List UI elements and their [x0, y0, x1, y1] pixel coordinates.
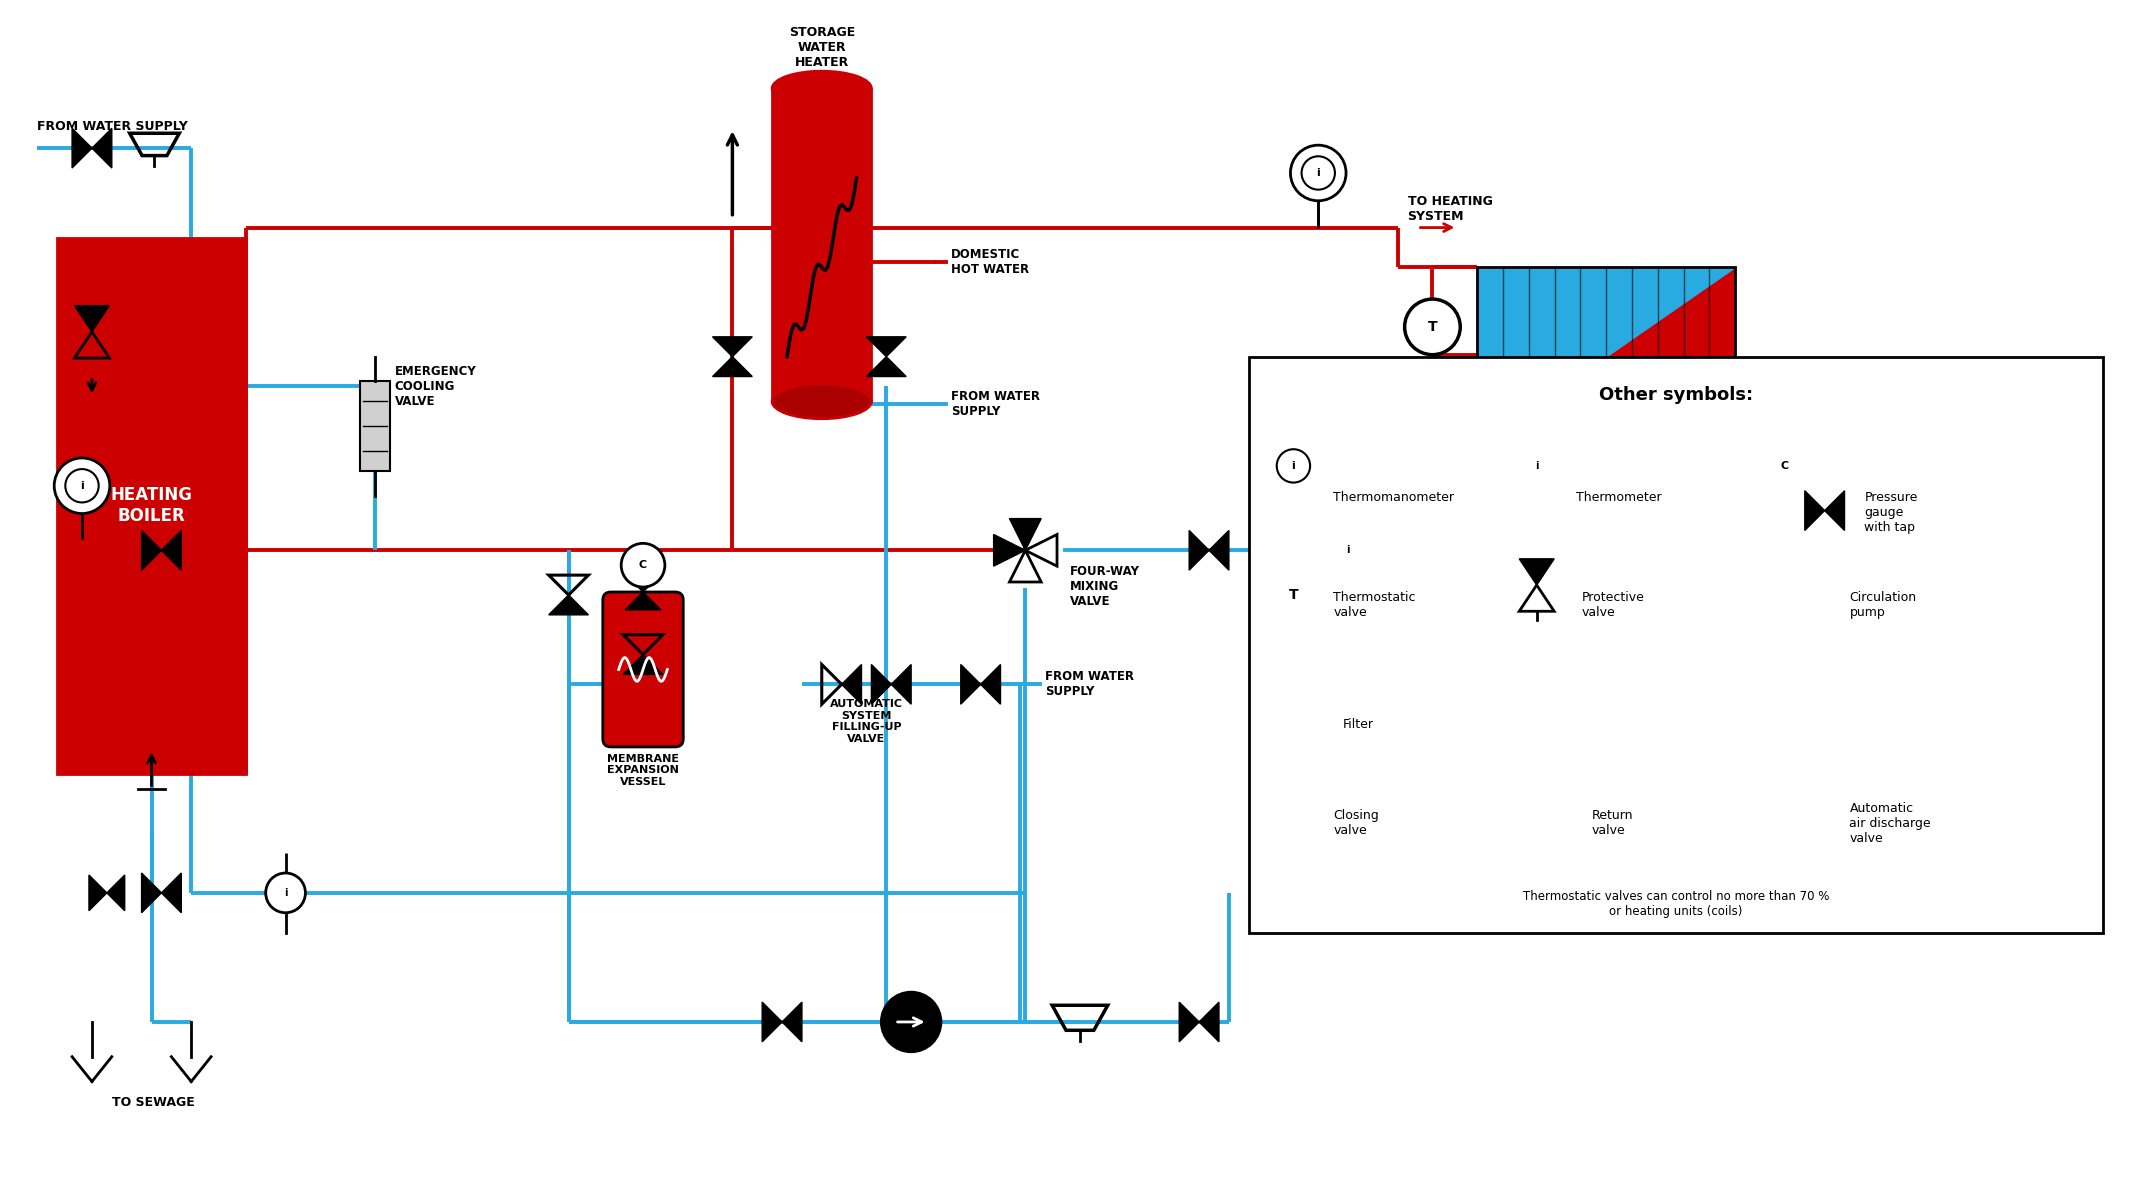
Polygon shape [1180, 1003, 1200, 1042]
Circle shape [1514, 444, 1559, 488]
Polygon shape [92, 128, 111, 168]
Polygon shape [141, 531, 161, 570]
Polygon shape [782, 1003, 801, 1042]
Circle shape [1289, 146, 1345, 200]
Circle shape [1776, 565, 1834, 624]
Text: i: i [1317, 168, 1319, 178]
Text: Other symbols:: Other symbols: [1598, 386, 1752, 404]
Polygon shape [107, 875, 124, 911]
Polygon shape [763, 1003, 782, 1042]
Text: T: T [1289, 588, 1298, 602]
Circle shape [880, 992, 940, 1052]
Polygon shape [713, 357, 752, 377]
Polygon shape [994, 534, 1026, 566]
Text: i: i [283, 888, 287, 898]
Text: i: i [1292, 461, 1296, 470]
Text: Return
valve: Return valve [1592, 809, 1632, 838]
Polygon shape [872, 665, 891, 704]
Text: FROM WATER SUPPLY: FROM WATER SUPPLY [36, 120, 188, 133]
Polygon shape [1277, 792, 1298, 835]
Circle shape [1266, 568, 1322, 623]
Polygon shape [1825, 491, 1844, 531]
Text: i: i [1536, 461, 1538, 470]
Text: Pressure
gauge
with tap: Pressure gauge with tap [1864, 491, 1917, 533]
Polygon shape [1478, 268, 1735, 446]
Text: C: C [638, 561, 647, 570]
Text: STORAGE
WATER
HEATER: STORAGE WATER HEATER [788, 26, 855, 69]
Polygon shape [1208, 531, 1230, 570]
Text: FROM WATER
SUPPLY: FROM WATER SUPPLY [951, 390, 1039, 418]
Text: Protective
valve: Protective valve [1581, 591, 1645, 619]
Text: Closing
valve: Closing valve [1332, 809, 1379, 838]
Polygon shape [161, 531, 182, 570]
Polygon shape [90, 875, 107, 911]
Polygon shape [625, 574, 662, 592]
Bar [1478, 268, 1735, 446]
Text: FROM
HEATING
SYSTEM: FROM HEATING SYSTEM [1407, 556, 1469, 598]
Text: Circulation
pump: Circulation pump [1849, 591, 1917, 619]
Text: Filter: Filter [1343, 718, 1373, 731]
Circle shape [1405, 299, 1461, 354]
Polygon shape [891, 665, 910, 704]
Polygon shape [1189, 531, 1208, 570]
Circle shape [1277, 449, 1311, 482]
Text: Thermomanometer: Thermomanometer [1332, 491, 1454, 504]
Circle shape [54, 457, 109, 513]
Text: C: C [1780, 461, 1789, 470]
Circle shape [266, 873, 306, 912]
Polygon shape [868, 357, 906, 377]
Bar [771, 89, 872, 402]
Polygon shape [73, 128, 92, 168]
Polygon shape [868, 337, 906, 357]
Text: Automatic
air discharge
valve: Automatic air discharge valve [1849, 802, 1932, 845]
Polygon shape [981, 665, 1000, 704]
Polygon shape [548, 595, 589, 615]
Ellipse shape [771, 384, 872, 418]
Polygon shape [1298, 792, 1319, 835]
Polygon shape [1009, 519, 1041, 550]
Text: DOMESTIC
HOT WATER: DOMESTIC HOT WATER [951, 249, 1028, 276]
Text: i: i [1347, 545, 1349, 556]
Text: MEMBRANE
EXPANSION
VESSEL: MEMBRANE EXPANSION VESSEL [606, 754, 679, 787]
Text: Thermometer: Thermometer [1577, 491, 1662, 504]
Circle shape [621, 544, 664, 587]
Text: FROM WATER
SUPPLY: FROM WATER SUPPLY [1045, 671, 1133, 698]
Polygon shape [1478, 268, 1735, 446]
Text: TO HEATING
SYSTEM: TO HEATING SYSTEM [1407, 194, 1493, 223]
Text: AUTOMATIC
SYSTEM
FILLING-UP
VALVE: AUTOMATIC SYSTEM FILLING-UP VALVE [829, 699, 904, 744]
Polygon shape [1519, 559, 1555, 585]
Polygon shape [161, 873, 182, 912]
Circle shape [1763, 444, 1808, 488]
Text: T: T [1427, 320, 1437, 334]
Text: EMERGENCY
COOLING
VALVE: EMERGENCY COOLING VALVE [394, 365, 476, 408]
Bar [1249, 357, 2103, 933]
Polygon shape [1200, 1003, 1219, 1042]
Circle shape [1328, 531, 1369, 570]
Text: TO SEWAGE: TO SEWAGE [111, 1096, 195, 1109]
Ellipse shape [771, 71, 872, 105]
Text: FOUR-WAY
MIXING
VALVE: FOUR-WAY MIXING VALVE [1071, 565, 1140, 608]
Text: HEATING
BOILER: HEATING BOILER [111, 486, 193, 525]
Polygon shape [623, 654, 662, 674]
Text: i: i [79, 481, 84, 491]
Bar [360, 382, 390, 470]
Text: Thermostatic
valve: Thermostatic valve [1332, 591, 1416, 619]
Polygon shape [141, 873, 161, 912]
Polygon shape [1547, 792, 1568, 835]
Circle shape [1302, 156, 1334, 190]
Circle shape [64, 469, 99, 502]
Polygon shape [75, 306, 109, 332]
Circle shape [1266, 438, 1322, 494]
Polygon shape [1806, 491, 1825, 531]
Text: Thermostatic valves can control no more than 70 %
or heating units (coils): Thermostatic valves can control no more … [1523, 890, 1829, 917]
Bar [58, 237, 246, 774]
FancyBboxPatch shape [602, 592, 683, 747]
Polygon shape [962, 665, 981, 704]
Polygon shape [625, 592, 662, 610]
Polygon shape [713, 337, 752, 357]
Polygon shape [842, 665, 861, 704]
